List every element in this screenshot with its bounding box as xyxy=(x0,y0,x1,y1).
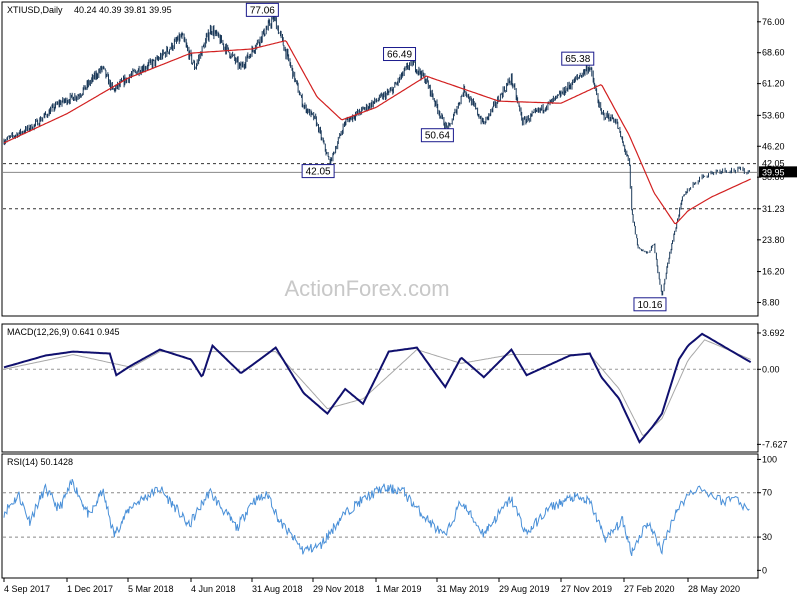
x-axis-label: 29 Aug 2019 xyxy=(499,584,550,594)
x-axis-label: 5 Mar 2018 xyxy=(128,584,174,594)
annotation-box-1 xyxy=(383,47,417,62)
price-candles xyxy=(3,12,750,296)
macd-axis-label: 3.692 xyxy=(762,328,785,338)
price-header-symbol: XTIUSD,Daily xyxy=(7,5,63,15)
price-axis-label: 31.23 xyxy=(762,204,785,214)
annotation-label-5: 10.16 xyxy=(637,300,662,311)
annotation-box-0 xyxy=(245,2,279,17)
macd-lines xyxy=(3,332,752,444)
x-axis-label: 1 Dec 2017 xyxy=(67,584,113,594)
price-annotations: 77.06 66.49 65.38 50.64 42.05 10.16 xyxy=(245,2,667,312)
price-moving-average xyxy=(3,40,751,225)
x-axis-label: 27 Nov 2019 xyxy=(561,584,612,594)
annotation-label-0: 77.06 xyxy=(250,5,275,16)
price-axis-label: 76.00 xyxy=(762,17,785,27)
price-axis-label: 8.80 xyxy=(762,297,780,307)
x-axis-label: 1 Mar 2019 xyxy=(376,584,422,594)
price-axis-label: 23.80 xyxy=(762,235,785,245)
price-horizontal-lines xyxy=(3,163,757,210)
annotation-box-2 xyxy=(561,51,595,66)
annotation-label-3: 50.64 xyxy=(425,131,450,142)
macd-line xyxy=(3,332,752,444)
price-axis-label: 16.20 xyxy=(762,267,785,277)
annotation-box-3 xyxy=(420,128,454,143)
x-axis-label: 28 May 2020 xyxy=(688,584,740,594)
macd-axis-label: -7.627 xyxy=(762,439,788,449)
rsi-axis-label: 100 xyxy=(762,454,777,464)
rsi-line xyxy=(3,478,750,557)
price-axis: 76.0068.6061.2053.6046.2038.8031.2323.80… xyxy=(757,17,797,307)
x-axis-label: 4 Sep 2017 xyxy=(4,584,50,594)
price-panel-frame xyxy=(1,1,759,317)
watermark: ActionForex.com xyxy=(284,276,449,301)
rsi-axis: 100 70 30 0 xyxy=(757,454,777,575)
macd-header: MACD(12,26,9) 0.641 0.945 xyxy=(7,327,120,337)
x-axis-label: 31 Aug 2018 xyxy=(252,584,303,594)
x-axis-label: 27 Feb 2020 xyxy=(624,584,675,594)
annotation-box-5 xyxy=(633,297,667,312)
macd-axis: 3.692 0.00 -7.627 xyxy=(757,328,788,449)
macd-panel-frame xyxy=(1,323,759,453)
rsi-axis-label: 70 xyxy=(762,488,772,498)
rsi-panel-frame xyxy=(1,453,759,579)
x-axis-label: 4 Jun 2018 xyxy=(191,584,236,594)
rsi-axis-label: 30 xyxy=(762,532,772,542)
rsi-header: RSI(14) 50.1428 xyxy=(7,457,73,467)
price-axis-label: 61.20 xyxy=(762,79,785,89)
x-axis-label: 29 Nov 2018 xyxy=(313,584,364,594)
moving-average-line xyxy=(3,40,751,225)
x-axis-label: 31 May 2019 xyxy=(437,584,489,594)
last-price-label: 39.95 xyxy=(762,167,785,177)
x-axis: 4 Sep 2017 1 Dec 2017 5 Mar 2018 4 Jun 2018… xyxy=(3,578,740,594)
level-label-box xyxy=(759,157,797,169)
annotation-label-2: 65.38 xyxy=(565,54,590,65)
price-header-ohlc: 40.24 40.39 39.81 39.95 xyxy=(74,5,172,15)
level-label: 42.05 xyxy=(762,159,785,169)
price-axis-label: 53.60 xyxy=(762,110,785,120)
macd-signal-line xyxy=(3,339,751,437)
annotation-label-1: 66.49 xyxy=(387,50,412,61)
rsi-lines xyxy=(3,478,750,557)
price-axis-label: 46.20 xyxy=(762,141,785,151)
annotation-label-4: 42.05 xyxy=(306,167,331,178)
annotation-box-4 xyxy=(301,164,335,179)
rsi-axis-label: 0 xyxy=(762,565,767,575)
price-axis-label: 68.60 xyxy=(762,48,785,58)
macd-axis-label: 0.00 xyxy=(762,364,780,374)
last-price-box xyxy=(759,166,797,178)
